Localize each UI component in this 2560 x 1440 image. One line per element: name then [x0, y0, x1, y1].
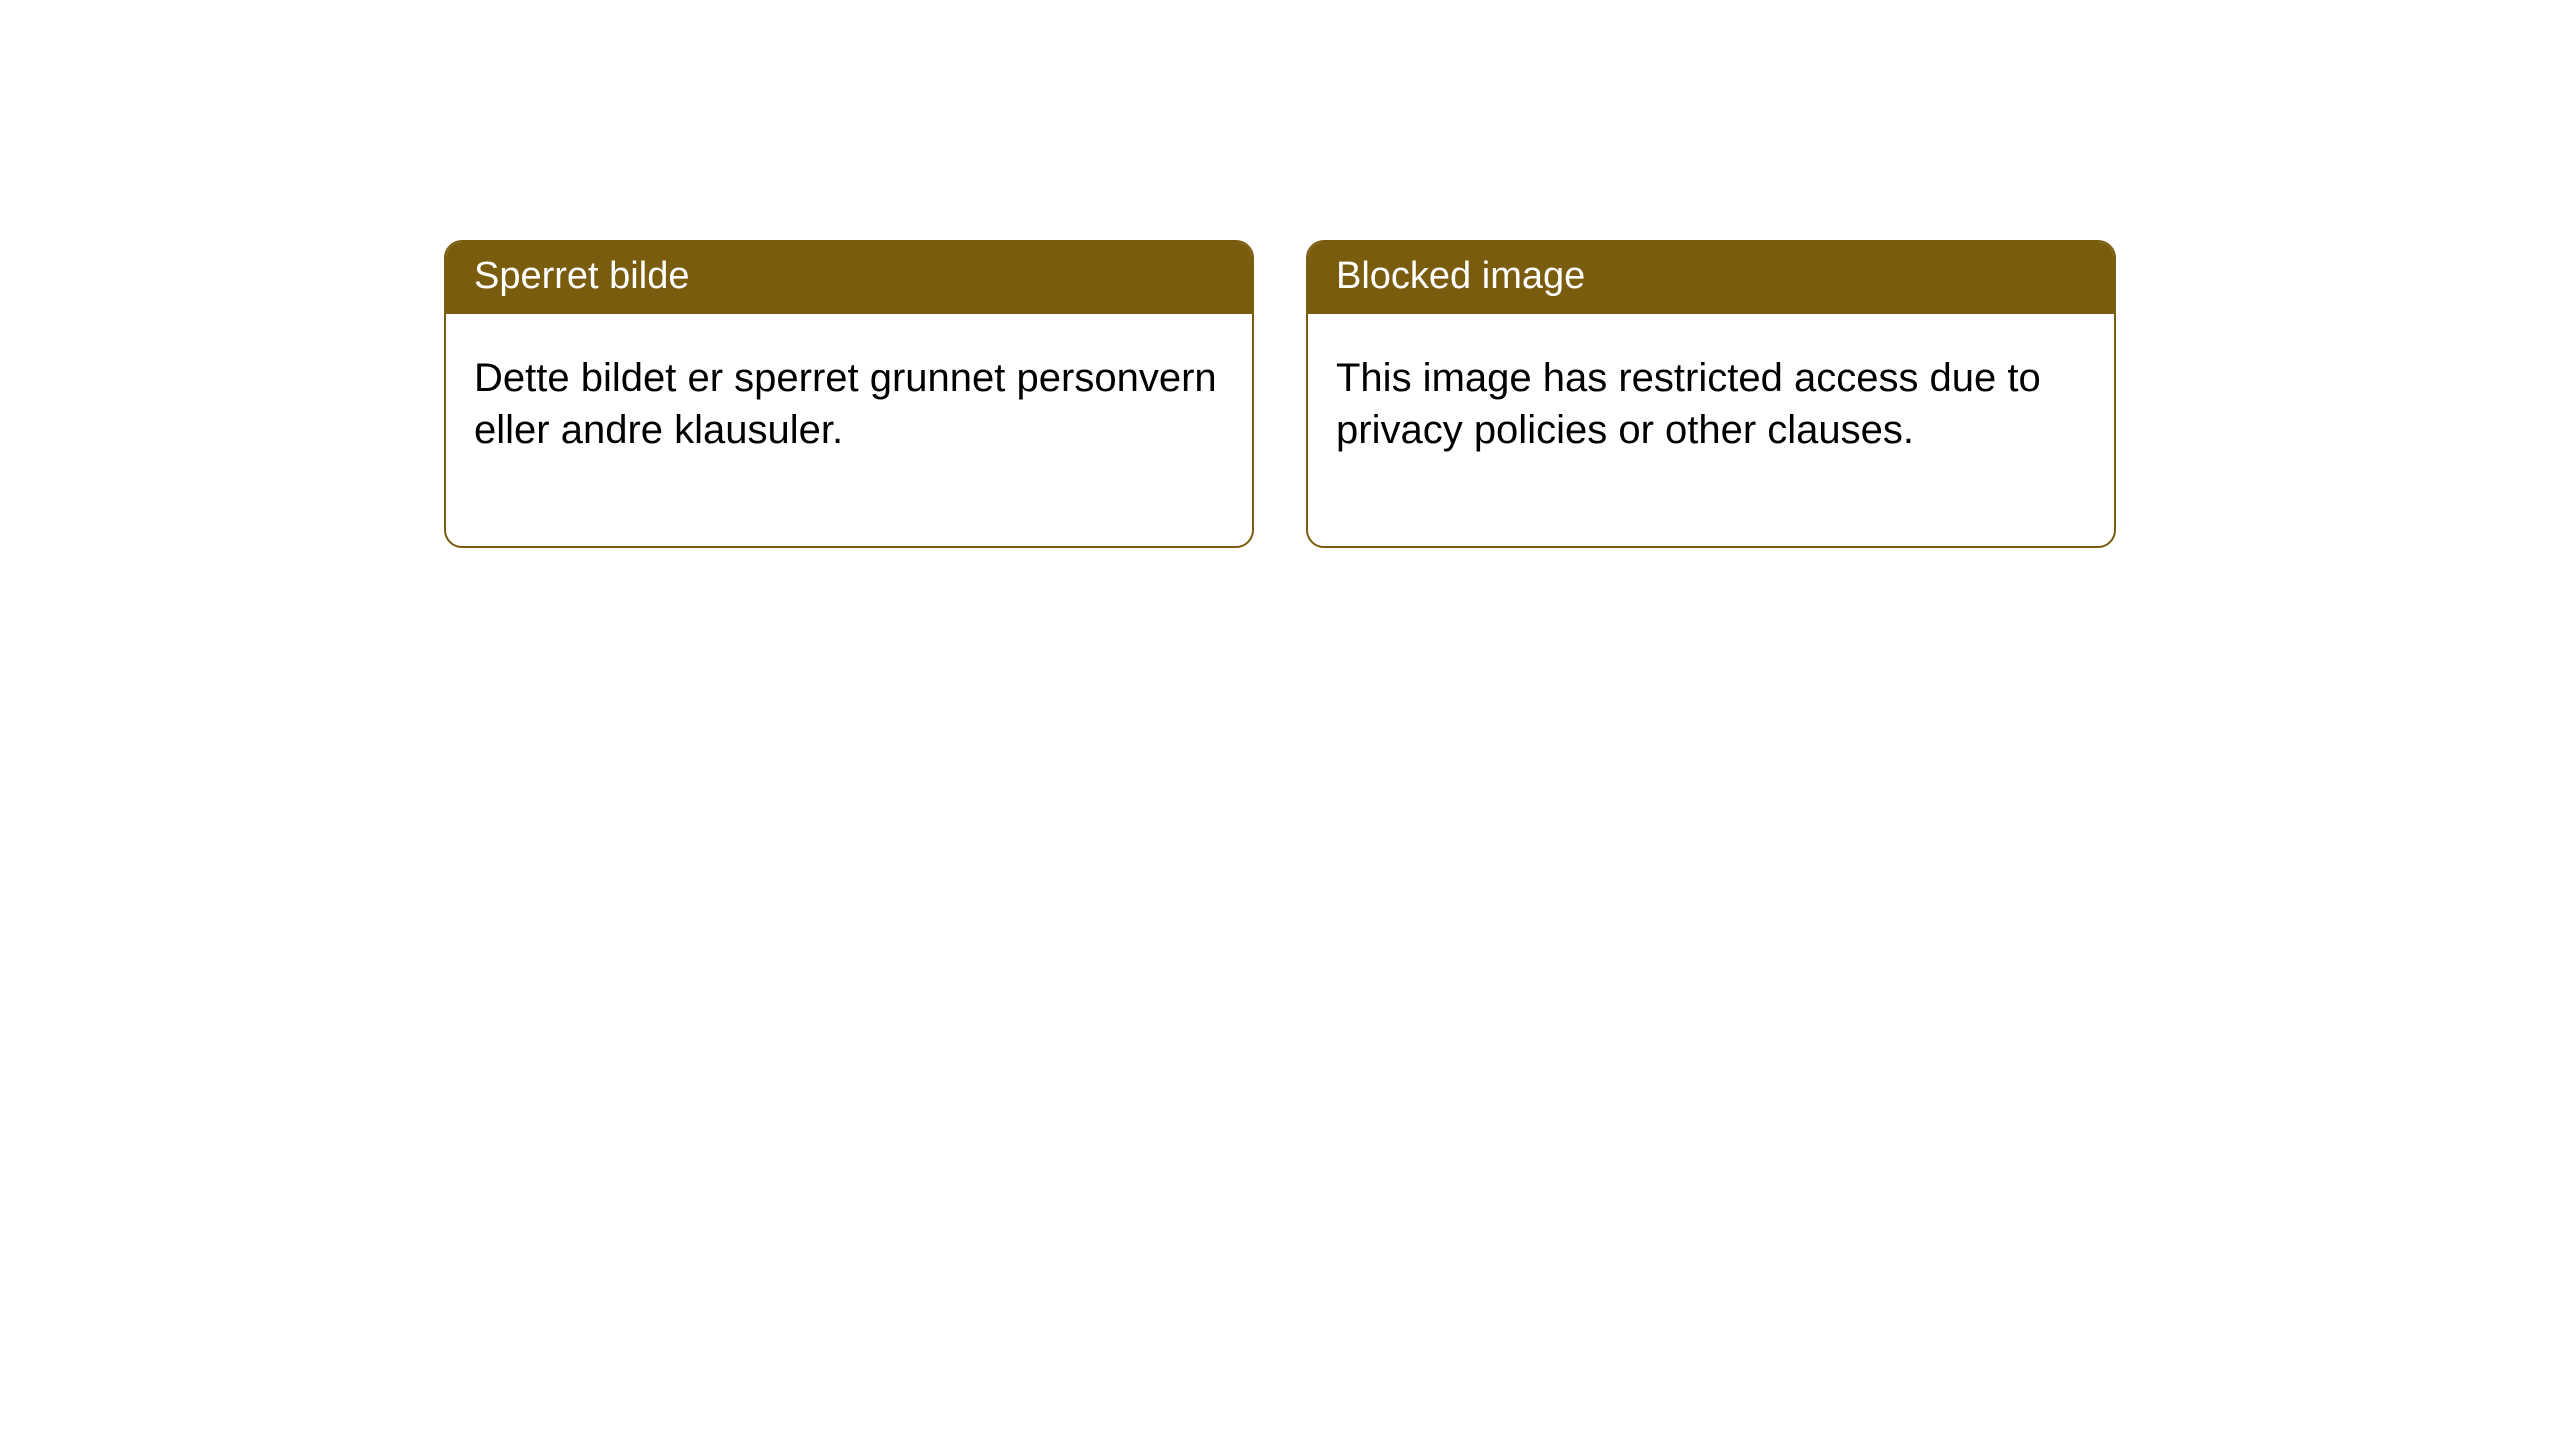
notice-card-norwegian: Sperret bilde Dette bildet er sperret gr…	[444, 240, 1254, 548]
notice-body: This image has restricted access due to …	[1308, 314, 2114, 546]
notice-body: Dette bildet er sperret grunnet personve…	[446, 314, 1252, 546]
notice-container: Sperret bilde Dette bildet er sperret gr…	[0, 0, 2560, 548]
notice-header: Blocked image	[1308, 242, 2114, 314]
notice-card-english: Blocked image This image has restricted …	[1306, 240, 2116, 548]
notice-header: Sperret bilde	[446, 242, 1252, 314]
